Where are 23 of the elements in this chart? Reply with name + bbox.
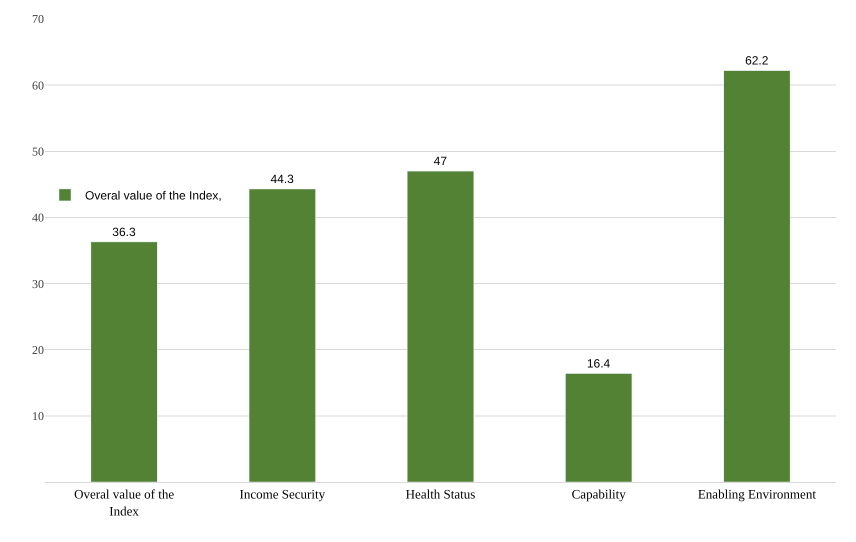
x-tick-label: Income Security (240, 486, 326, 502)
data-label: 47 (434, 154, 448, 168)
data-label: 44.3 (270, 172, 294, 186)
y-tick-label: 60 (32, 78, 44, 92)
bar (407, 170, 474, 482)
x-tick-label: Enabling Environment (698, 486, 816, 502)
data-label: 16.4 (586, 356, 611, 371)
legend-label: Overal value of the Index, (85, 188, 222, 203)
bar (723, 70, 790, 482)
y-tick-label: 20 (32, 342, 44, 357)
x-tick-label: Overal value of the Index (74, 486, 174, 518)
bar (248, 188, 316, 482)
bar (565, 373, 632, 482)
y-tick-label: 10 (32, 409, 44, 424)
data-label: 62.2 (745, 54, 769, 68)
y-tick-label: 50 (32, 144, 44, 158)
y-tick-label: 30 (32, 276, 44, 291)
y-tick-label: 40 (32, 210, 44, 225)
x-tick-label: Health Status (406, 486, 476, 502)
data-label: 36.3 (112, 224, 136, 239)
bar (90, 242, 158, 482)
y-tick-label: 70 (32, 12, 44, 26)
x-tick-label: Capability (572, 486, 626, 502)
